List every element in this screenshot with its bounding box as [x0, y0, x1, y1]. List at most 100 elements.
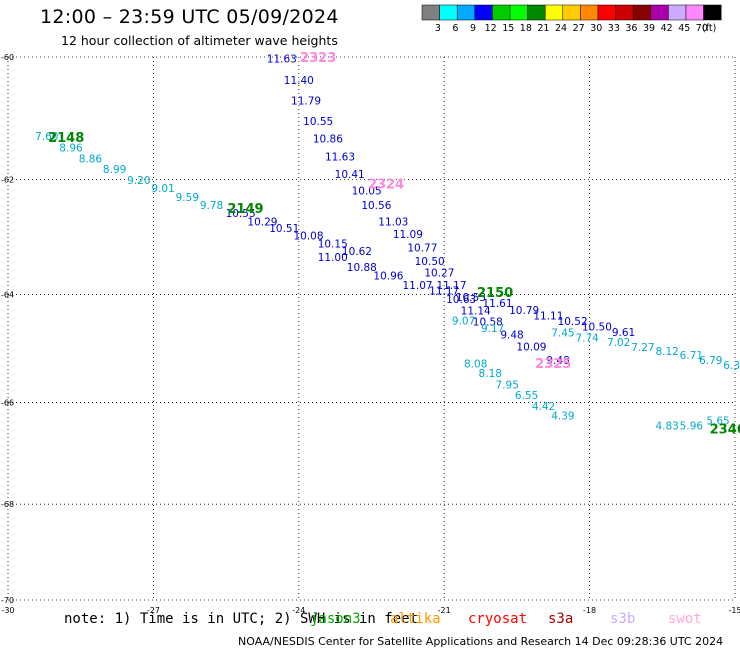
wave-height-label: 8.08 — [464, 359, 487, 371]
note-text: note: 1) Time is in UTC; 2) SWH is in fe… — [64, 611, 419, 627]
wave-height-label: 9.01 — [151, 183, 174, 195]
pass-number-label: 2324 — [368, 177, 404, 192]
lon-tick-label: -27 — [147, 606, 160, 615]
colorbar-swatch — [597, 4, 616, 21]
colorbar-swatch — [474, 4, 493, 21]
footer-credit: NOAA/NESDIS Center for Satellite Applica… — [238, 635, 724, 648]
wave-height-label: 11.40 — [284, 75, 314, 87]
wave-height-label: 10.79 — [509, 305, 539, 317]
wave-height-label: 8.18 — [479, 368, 502, 380]
wave-height-label: 11.61 — [482, 298, 512, 310]
satellite-name: altika — [390, 611, 441, 627]
wave-height-label: 6.55 — [515, 390, 538, 402]
pass-number-label: 2323 — [300, 51, 336, 66]
wave-height-label: 10.29 — [247, 216, 277, 228]
colorbar-swatch — [421, 4, 440, 21]
lon-tick-label: -18 — [583, 606, 596, 615]
colorbar-tick-label: 12 — [485, 23, 497, 34]
wave-height-label: 7.27 — [631, 342, 654, 354]
colorbar-tick-label: 30 — [590, 23, 602, 34]
colorbar-tick-label: 6 — [452, 23, 458, 34]
wave-height-label: 9.48 — [500, 330, 523, 342]
lon-tick-label: -21 — [438, 606, 451, 615]
wave-height-label: 9.78 — [200, 200, 223, 212]
wave-height-label: 10.51 — [269, 223, 299, 235]
wave-height-label: 10.05 — [352, 185, 382, 197]
colorbar-tick-label: 27 — [573, 23, 585, 34]
pass-number-label: 2325 — [535, 357, 571, 372]
colorbar-tick-label: 24 — [555, 23, 567, 34]
wave-height-label: 11.63 — [325, 152, 355, 164]
colorbar-swatch — [580, 4, 599, 21]
wave-height-label: 10.56 — [361, 200, 391, 212]
satellite-name: s3a — [548, 611, 574, 627]
colorbar-tick-label: 36 — [625, 23, 637, 34]
wave-height-label: 10.52 — [558, 316, 588, 328]
colorbar-swatch — [509, 4, 528, 21]
wave-height-label: 9.61 — [612, 327, 635, 339]
wave-height-label: 11.07 — [403, 280, 433, 292]
colorbar-swatch — [650, 4, 669, 21]
lat-tick-label: -60 — [1, 53, 14, 62]
lat-tick-label: -70 — [1, 596, 14, 605]
wave-height-label: 10.62 — [342, 246, 372, 258]
colorbar-swatch — [632, 4, 652, 21]
colorbar-swatch — [456, 4, 476, 21]
wave-height-label: 6.79 — [699, 355, 722, 367]
colorbar-legend: 3 6 9 12 15 18 21 24 27 30 33 36 39 42 45 70(ft) — [421, 4, 722, 34]
wave-height-label: 10.09 — [516, 341, 546, 353]
colorbar-tick-label: 39 — [643, 23, 655, 34]
wave-height-label: 11.17 — [429, 286, 459, 298]
wave-height-label: 10.55 — [226, 208, 256, 220]
wave-height-label: 10.41 — [335, 169, 365, 181]
pass-labels: 2323 2324 2325 2148 2149 2150 2346 — [48, 51, 740, 438]
wave-height-label: 11.03 — [378, 216, 408, 228]
colorbar-swatch — [544, 4, 564, 21]
colorbar-tick-label: 70 — [696, 23, 708, 34]
wave-height-label: 11.14 — [461, 305, 491, 317]
wave-height-label: 8.96 — [59, 143, 83, 155]
colorbar-tick-label: 3 — [435, 23, 441, 34]
wave-height-label: 4.39 — [551, 411, 574, 423]
colorbar-tick-label: 18 — [520, 23, 532, 34]
satellite-name: cryosat — [468, 611, 528, 627]
lon-tick-label: -15 — [728, 606, 740, 615]
lat-tick-label: -62 — [1, 176, 14, 185]
colorbar-tick-label: 21 — [537, 23, 549, 34]
wave-height-label: 9.07 — [452, 315, 475, 327]
colorbar-swatch — [615, 4, 634, 21]
wave-height-label: 11.17 — [436, 280, 466, 292]
wave-height-label: 4.83 — [655, 421, 678, 433]
wave-height-label: 6.34 — [723, 360, 740, 372]
wave-height-label: 10.77 — [407, 243, 437, 255]
wave-height-label: 7.95 — [496, 379, 519, 391]
wave-height-label: 7.45 — [551, 327, 574, 339]
lat-tick-label: -64 — [1, 291, 14, 300]
colorbar-tick-label: 33 — [608, 23, 620, 34]
colorbar-swatch — [685, 4, 704, 21]
wave-height-label: 5.96 — [680, 421, 704, 433]
wave-height-label: 8.12 — [655, 346, 678, 358]
pass-number-label: 2346 — [710, 423, 740, 438]
map-grid: -30 -27 -24 -21 -18 -15 -60 -62 -64 -66 -68 -70 — [1, 53, 740, 615]
pass-number-label: 2148 — [48, 131, 84, 146]
wave-height-label: 4.42 — [532, 401, 555, 413]
wave-height-label: 10.88 — [347, 262, 377, 274]
colorbar-tick-label: 15 — [502, 23, 514, 34]
colorbar-swatch — [703, 4, 722, 21]
wave-height-label: 7.60 — [35, 131, 58, 143]
colorbar-swatch — [562, 4, 581, 21]
wave-height-label: 11.09 — [393, 229, 423, 241]
wave-height-label: 9.59 — [176, 192, 199, 204]
colorbar-tick-label: 42 — [661, 23, 673, 34]
wave-height-label: 10.58 — [473, 316, 503, 328]
altimeter-tracks: 11.63 11.40 11.79 10.55 10.86 11.63 10.41 10.05… — [35, 54, 740, 433]
colorbar-swatch — [439, 4, 458, 21]
wave-height-label: 9.17 — [481, 323, 504, 335]
wave-height-label: 10.86 — [313, 133, 343, 145]
lat-tick-label: -66 — [1, 399, 14, 408]
lon-tick-label: -30 — [1, 606, 14, 615]
wave-height-label: 7.02 — [607, 337, 630, 349]
wave-height-label: 10.50 — [415, 256, 445, 268]
